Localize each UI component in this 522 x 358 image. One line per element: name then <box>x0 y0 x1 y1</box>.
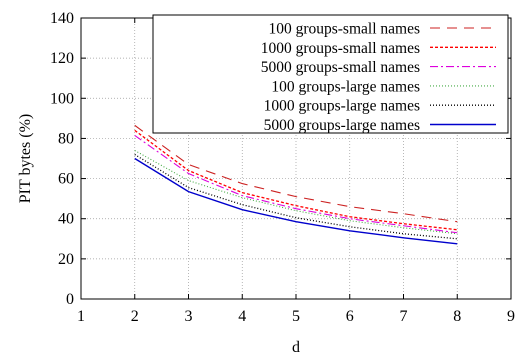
series-line-6 <box>134 157 458 245</box>
series-lines <box>134 124 458 245</box>
x-tick-label: 5 <box>292 308 300 325</box>
y-tick-label: 60 <box>58 171 74 188</box>
y-tick-label: 140 <box>50 10 74 27</box>
x-tick-label: 8 <box>453 308 461 325</box>
legend-label-4: 100 groups-large names <box>271 78 420 95</box>
legend-label-1: 100 groups-small names <box>268 21 420 38</box>
x-tick-label: 1 <box>77 308 85 325</box>
grid <box>81 18 511 299</box>
y-tick-label: 100 <box>50 90 74 107</box>
x-tick-label: 9 <box>507 308 515 325</box>
series-line-3 <box>134 134 458 234</box>
legend-label-6: 5000 groups-large names <box>264 117 420 134</box>
x-tick-label: 4 <box>238 308 246 325</box>
axis-ticks: 1 2 3 4 5 6 7 8 9 0 20 40 60 80 100 120 140 <box>50 10 515 325</box>
y-tick-label: 0 <box>66 291 74 308</box>
x-tick-label: 3 <box>185 308 193 325</box>
legend-label-5: 1000 groups-large names <box>264 98 420 115</box>
y-axis-label: PIT bytes (%) <box>17 114 34 203</box>
legend-label-2: 1000 groups-small names <box>261 40 420 57</box>
x-tick-label: 6 <box>346 308 354 325</box>
y-tick-label: 120 <box>50 50 74 67</box>
x-tick-label: 7 <box>400 308 408 325</box>
x-axis-label: d <box>292 339 300 356</box>
y-tick-label: 80 <box>58 130 74 147</box>
legend: 100 groups-small names 1000 groups-small … <box>152 14 509 134</box>
x-tick-label: 2 <box>131 308 139 325</box>
legend-box <box>152 14 509 134</box>
series-line-4 <box>134 149 458 235</box>
series-line-2 <box>134 129 458 231</box>
legend-label-3: 5000 groups-small names <box>261 59 420 76</box>
series-line-1 <box>134 124 458 223</box>
series-line-5 <box>134 153 458 240</box>
y-tick-label: 40 <box>58 211 74 228</box>
y-tick-label: 20 <box>58 251 74 268</box>
